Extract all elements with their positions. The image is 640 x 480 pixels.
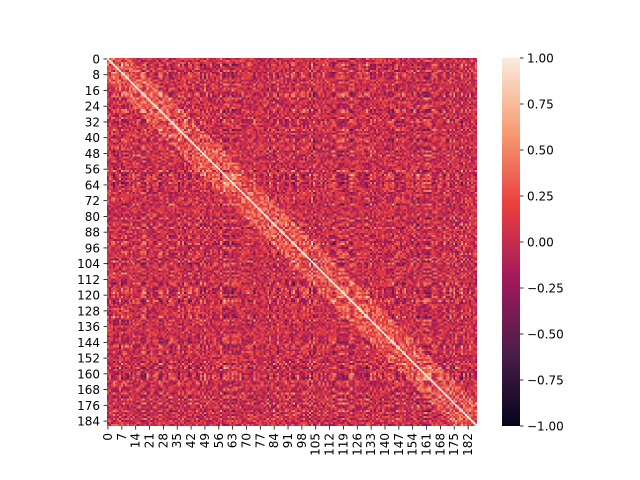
x-tick-label: 49 <box>198 433 212 448</box>
x-axis-ticks: 0 7 14 21 28 35 42 49 56 63 70 77 84 91 98 105 112 119 126… <box>101 426 475 456</box>
heatmap-diagonal <box>106 57 478 427</box>
colorbar-tick-label: −0.75 <box>527 374 564 388</box>
colorbar-ticks: 1.00 0.75 0.50 0.25 0.00 −0.25 −0.50 −0.75 −1.00 <box>520 52 564 434</box>
y-tick-label: 112 <box>77 273 100 287</box>
x-tick-label: 161 <box>420 433 434 456</box>
x-tick-label: 84 <box>267 433 281 448</box>
x-tick-label: 35 <box>170 433 184 448</box>
x-tick-label: 126 <box>350 433 364 456</box>
y-tick-label: 136 <box>77 320 100 334</box>
x-tick-label: 154 <box>406 433 420 456</box>
x-tick-label: 168 <box>433 433 447 456</box>
y-tick-label: 16 <box>85 84 100 98</box>
x-tick-label: 119 <box>336 433 350 456</box>
x-tick-label: 147 <box>392 433 406 456</box>
colorbar-tick-label: 0.25 <box>527 190 554 204</box>
y-tick-label: 40 <box>85 131 100 145</box>
y-tick-label: 72 <box>85 194 100 208</box>
x-tick-label: 7 <box>115 433 129 441</box>
colorbar-tick-label: 0.75 <box>527 98 554 112</box>
colorbar-tick-label: 1.00 <box>527 52 554 66</box>
y-tick-label: 120 <box>77 289 100 303</box>
y-tick-label: 8 <box>92 68 100 82</box>
x-tick-label: 133 <box>364 433 378 456</box>
x-tick-label: 21 <box>143 433 157 448</box>
x-tick-label: 0 <box>101 433 115 441</box>
x-tick-label: 42 <box>184 433 198 448</box>
colorbar-tick-label: −0.25 <box>527 282 564 296</box>
x-tick-label: 91 <box>281 433 295 448</box>
y-tick-label: 152 <box>77 352 100 366</box>
colorbar-tick-label: −1.00 <box>527 420 564 434</box>
x-tick-label: 112 <box>323 433 337 456</box>
y-axis-ticks: 0816243240485664728088961041121201281361… <box>77 52 107 429</box>
colorbar-tick-label: 0.00 <box>527 236 554 250</box>
x-tick-label: 70 <box>239 433 253 448</box>
x-tick-label: 28 <box>156 433 170 448</box>
colorbar-tick-label: −0.50 <box>527 328 564 342</box>
x-tick-label: 56 <box>212 433 226 448</box>
y-tick-label: 56 <box>85 163 100 177</box>
y-tick-label: 0 <box>92 52 100 66</box>
colorbar-tick-label: 0.50 <box>527 144 554 158</box>
x-tick-label: 14 <box>129 433 143 448</box>
y-tick-label: 104 <box>77 257 100 271</box>
y-tick-label: 32 <box>85 115 100 129</box>
x-tick-label: 140 <box>378 433 392 456</box>
y-tick-label: 96 <box>85 241 100 255</box>
y-tick-label: 144 <box>77 336 100 350</box>
x-tick-label: 105 <box>309 433 323 456</box>
x-tick-label: 175 <box>447 433 461 456</box>
colorbar <box>502 58 520 426</box>
y-tick-label: 160 <box>77 367 100 381</box>
diagonal-cells <box>106 57 478 427</box>
y-tick-label: 80 <box>85 210 100 224</box>
x-tick-label: 182 <box>461 433 475 456</box>
y-tick-label: 184 <box>77 415 100 429</box>
y-tick-label: 88 <box>85 226 100 240</box>
x-tick-label: 77 <box>253 433 267 448</box>
y-tick-label: 48 <box>85 147 100 161</box>
y-tick-label: 128 <box>77 304 100 318</box>
y-tick-label: 168 <box>77 383 100 397</box>
y-tick-label: 64 <box>85 178 100 192</box>
x-tick-label: 98 <box>295 433 309 448</box>
x-tick-label: 63 <box>226 433 240 448</box>
y-tick-label: 24 <box>85 100 100 114</box>
y-tick-label: 176 <box>77 399 100 413</box>
